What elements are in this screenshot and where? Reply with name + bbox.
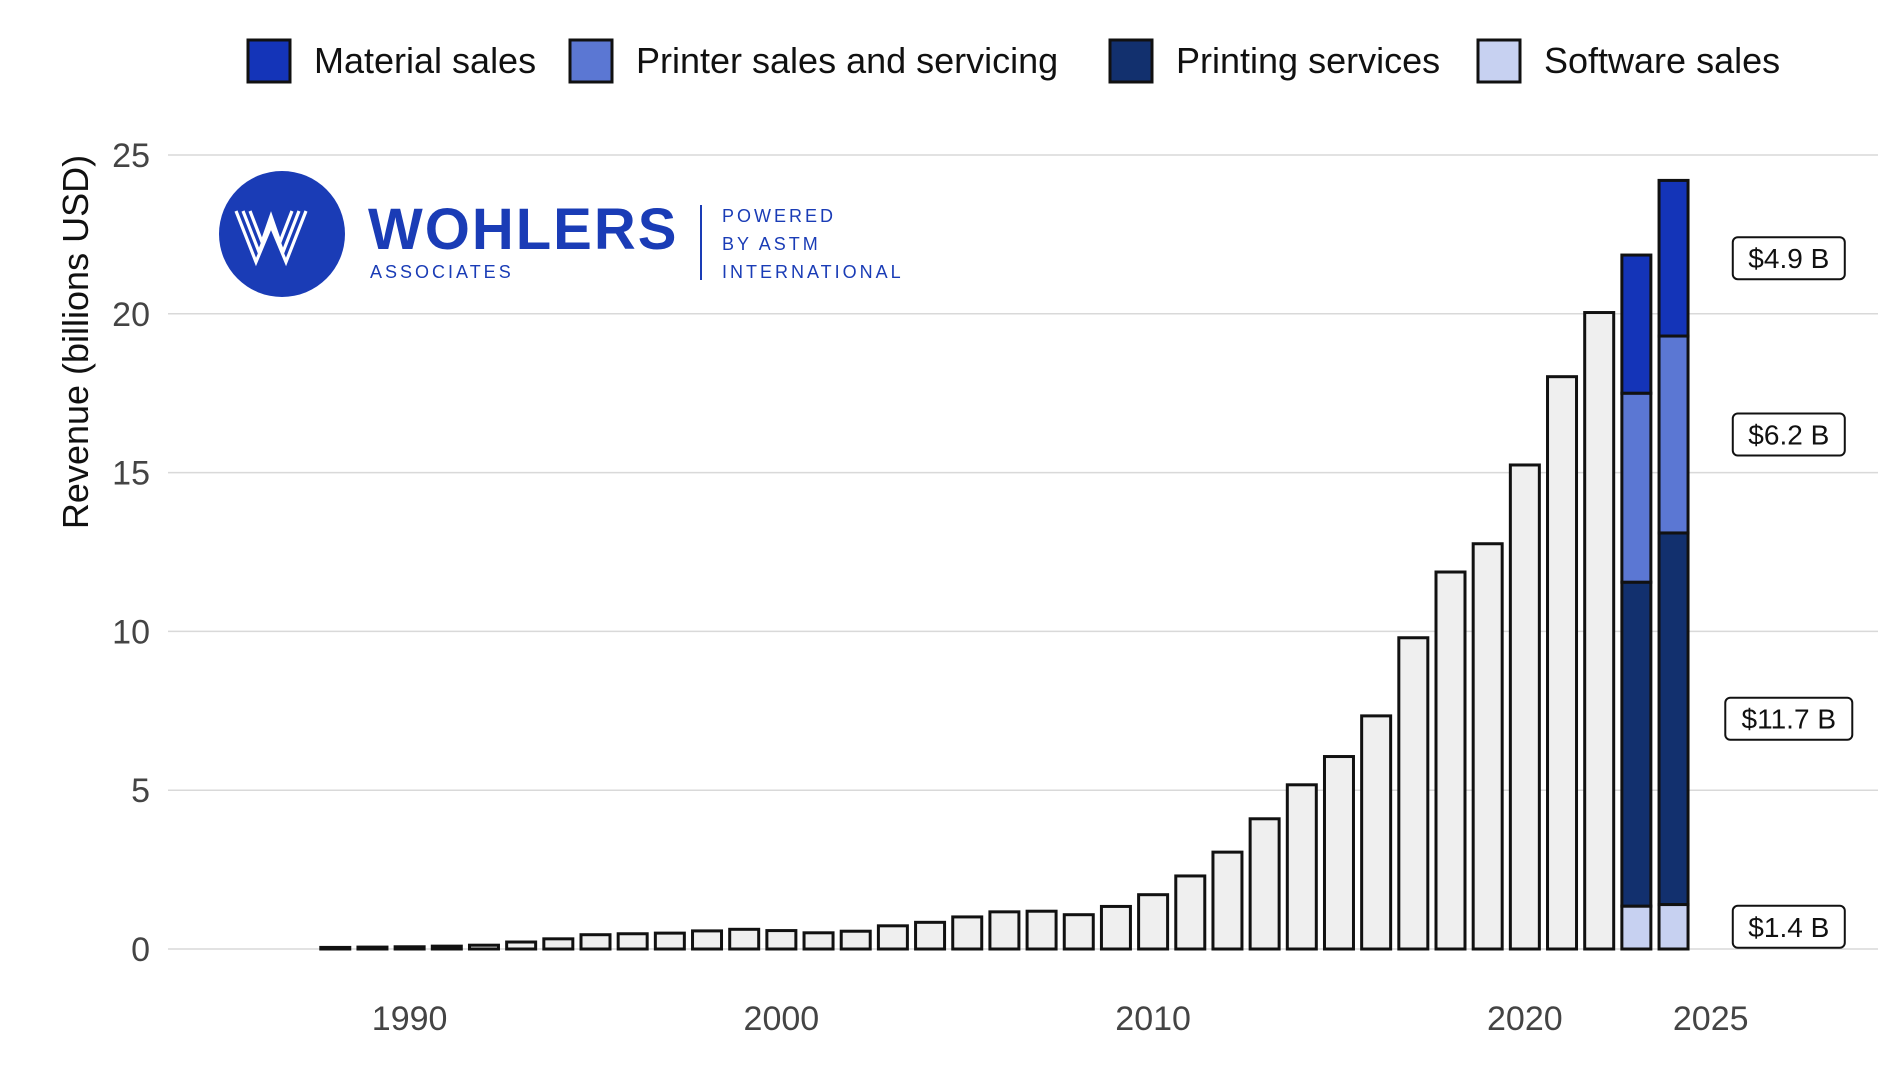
bar-2023-material-sales [1620,253,1653,395]
bar-2005 [951,915,984,951]
bar-2009 [1099,904,1132,951]
bar-2004 [914,920,947,951]
bar-1995 [579,933,612,951]
bar-2003 [876,924,909,951]
bar-1999 [728,927,761,951]
callout-label-2: $11.7 B [1742,704,1836,735]
callout-label-3: $1.4 B [1748,912,1829,943]
y-tick-15: 15 [112,455,150,493]
bar-2006 [988,910,1021,951]
bar-2024-printing-services [1657,531,1690,907]
bar-2024-printer-sales-and-servicing [1657,334,1690,535]
legend-item-1: Printer sales and servicing [568,38,1058,84]
logo-divider [700,205,702,280]
bar-2011 [1174,874,1207,951]
bar-2023-software-sales [1620,904,1653,951]
x-tick-2025: 2025 [1673,1000,1749,1038]
bar-2000 [765,929,798,951]
bar-2007 [1025,909,1058,951]
wohlers-logo: WOHLERS ASSOCIATES POWERED BY ASTM INTER… [219,171,904,297]
bar-2015 [1322,755,1355,951]
bar-2016 [1360,714,1393,951]
logo-wordmark: WOHLERS [368,197,678,262]
bar-1992 [467,943,500,951]
bar-2013 [1248,817,1281,951]
bar-2018 [1434,570,1467,951]
y-tick-5: 5 [131,772,150,810]
y-tick-0: 0 [131,931,150,969]
bar-2014 [1285,783,1318,951]
bar-1990 [393,945,426,951]
bar-2024-material-sales [1657,178,1690,338]
callout-label-0: $4.9 B [1748,243,1829,274]
logo-w-icon [234,210,308,267]
logo-tagline-1: POWERED [722,206,836,226]
legend-label-0: Material sales [314,40,536,81]
legend: Material sales Printer sales and servicin… [246,38,1780,84]
callout-1: $6.2 B [1731,412,1846,457]
bars [319,178,1690,951]
callout-label-1: $6.2 B [1748,419,1829,450]
y-axis-ticks: 0 5 10 15 20 25 [112,137,150,969]
legend-swatch-3 [1476,38,1522,84]
bar-2023-printing-services [1620,580,1653,908]
bar-2002 [839,929,872,951]
legend-label-1: Printer sales and servicing [636,40,1058,81]
callout-0: $4.9 B [1731,236,1846,281]
callout-box-1 [1731,412,1846,457]
bar-1993 [505,940,538,951]
callout-2: $11.7 B [1724,696,1854,741]
x-tick-2010: 2010 [1115,1000,1191,1038]
x-tick-2000: 2000 [744,1000,820,1038]
x-tick-1990: 1990 [372,1000,448,1038]
legend-swatch-1 [568,38,614,84]
bar-2021 [1546,375,1579,951]
legend-label-2: Printing services [1176,40,1440,81]
legend-label-3: Software sales [1544,40,1780,81]
bar-1989 [356,945,389,951]
callout-box-0 [1731,236,1846,281]
bar-2023-printer-sales-and-servicing [1620,391,1653,584]
bar-2008 [1062,913,1095,951]
bar-1994 [542,937,575,951]
bar-2017 [1397,636,1430,951]
x-axis-ticks: 1990 2000 2010 2020 2025 [372,1000,1749,1038]
x-tick-2020: 2020 [1487,1000,1563,1038]
bar-2019 [1471,542,1504,951]
legend-swatch-0 [246,38,292,84]
legend-item-0: Material sales [246,38,536,84]
y-tick-25: 25 [112,137,150,175]
bar-1997 [653,931,686,951]
bar-1991 [430,944,463,951]
callout-box-3 [1731,904,1846,949]
callout-3: $1.4 B [1731,904,1846,949]
callouts: $4.9 B $6.2 B $11.7 B $1.4 B [1724,236,1854,949]
y-tick-10: 10 [112,613,150,651]
y-axis-label: Revenue (billions USD) [55,155,96,529]
bar-2022 [1583,311,1616,951]
bar-2024-software-sales [1657,903,1690,951]
legend-item-2: Printing services [1108,38,1440,84]
logo-subtext: ASSOCIATES [370,262,514,282]
bar-1998 [691,929,724,951]
bar-1996 [616,932,649,951]
bar-1988 [319,945,352,951]
callout-box-2 [1724,696,1854,741]
logo-tagline-3: INTERNATIONAL [722,262,904,282]
bar-2020 [1508,463,1541,951]
bar-2001 [802,931,835,951]
bar-2010 [1137,893,1170,951]
logo-tagline-2: BY ASTM [722,234,821,254]
y-tick-20: 20 [112,296,150,334]
bar-2012 [1211,850,1244,951]
legend-item-3: Software sales [1476,38,1780,84]
legend-swatch-2 [1108,38,1154,84]
